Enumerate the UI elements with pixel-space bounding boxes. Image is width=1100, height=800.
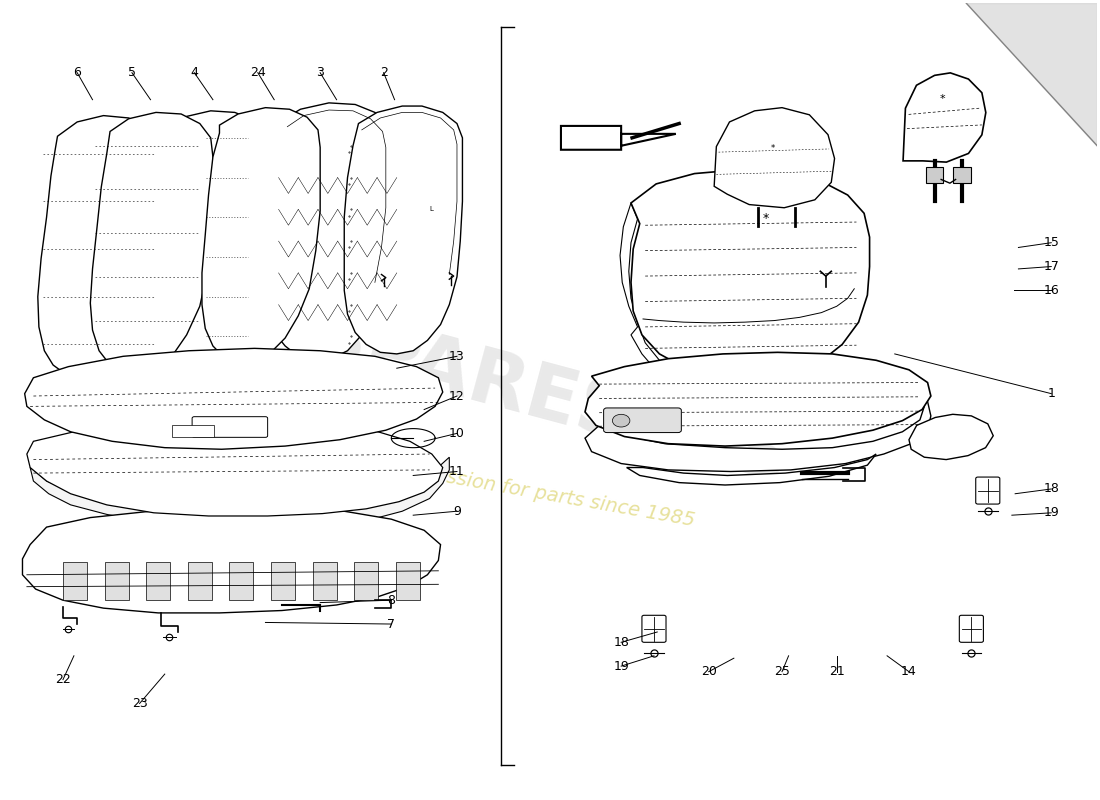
Text: 6: 6 xyxy=(74,66,81,79)
Bar xyxy=(271,562,295,600)
FancyBboxPatch shape xyxy=(604,408,681,433)
FancyBboxPatch shape xyxy=(959,615,983,642)
Text: 19: 19 xyxy=(614,660,629,673)
Bar xyxy=(954,166,971,182)
Polygon shape xyxy=(909,414,993,459)
Polygon shape xyxy=(620,203,659,366)
Polygon shape xyxy=(30,457,449,529)
Text: 2: 2 xyxy=(379,66,387,79)
Text: L: L xyxy=(430,206,433,212)
Polygon shape xyxy=(561,126,675,150)
Text: 16: 16 xyxy=(1044,284,1059,297)
Polygon shape xyxy=(22,507,441,613)
Text: 4: 4 xyxy=(190,66,198,79)
Polygon shape xyxy=(90,113,213,373)
Polygon shape xyxy=(627,454,876,485)
Text: 22: 22 xyxy=(55,673,70,686)
Text: *: * xyxy=(762,212,769,226)
Text: *: * xyxy=(771,145,775,154)
Bar xyxy=(354,562,378,600)
Text: 8: 8 xyxy=(387,594,395,606)
Bar xyxy=(188,562,212,600)
Bar xyxy=(63,562,87,600)
Text: 20: 20 xyxy=(701,666,716,678)
Text: 9: 9 xyxy=(453,505,461,518)
Text: 15: 15 xyxy=(1043,236,1059,250)
Text: 1: 1 xyxy=(1047,387,1055,400)
Text: 17: 17 xyxy=(1043,260,1059,273)
Polygon shape xyxy=(37,115,162,378)
Text: 12: 12 xyxy=(449,390,465,402)
Bar xyxy=(396,562,420,600)
Polygon shape xyxy=(585,396,931,471)
Bar xyxy=(146,562,170,600)
Bar xyxy=(926,166,944,182)
Polygon shape xyxy=(714,108,835,208)
Text: SPARESCES: SPARESCES xyxy=(302,301,798,499)
Text: a passion for parts since 1985: a passion for parts since 1985 xyxy=(404,461,696,530)
Bar xyxy=(173,425,214,438)
Polygon shape xyxy=(585,352,931,446)
Polygon shape xyxy=(26,418,442,516)
Text: 13: 13 xyxy=(449,350,465,363)
Polygon shape xyxy=(140,111,267,368)
Bar xyxy=(312,562,337,600)
Text: 10: 10 xyxy=(449,427,465,440)
Text: 11: 11 xyxy=(449,465,465,478)
Polygon shape xyxy=(903,73,986,162)
Polygon shape xyxy=(966,2,1097,146)
Text: 14: 14 xyxy=(901,666,917,678)
Bar xyxy=(229,562,253,600)
Text: 18: 18 xyxy=(1043,482,1059,495)
Polygon shape xyxy=(202,108,320,362)
Circle shape xyxy=(613,414,630,427)
Polygon shape xyxy=(265,103,393,360)
Text: 5: 5 xyxy=(128,66,136,79)
Text: 24: 24 xyxy=(250,66,266,79)
Text: 3: 3 xyxy=(316,66,324,79)
Bar xyxy=(104,562,129,600)
Polygon shape xyxy=(344,106,462,354)
Text: 7: 7 xyxy=(387,618,395,630)
FancyBboxPatch shape xyxy=(192,417,267,438)
FancyBboxPatch shape xyxy=(642,615,666,642)
FancyBboxPatch shape xyxy=(976,477,1000,504)
Text: 25: 25 xyxy=(774,666,790,678)
Text: *: * xyxy=(939,94,945,104)
Text: 18: 18 xyxy=(613,636,629,649)
Polygon shape xyxy=(631,170,870,378)
Text: 23: 23 xyxy=(132,697,147,710)
Text: 19: 19 xyxy=(1044,506,1059,519)
Polygon shape xyxy=(24,348,442,450)
Text: 21: 21 xyxy=(829,666,845,678)
